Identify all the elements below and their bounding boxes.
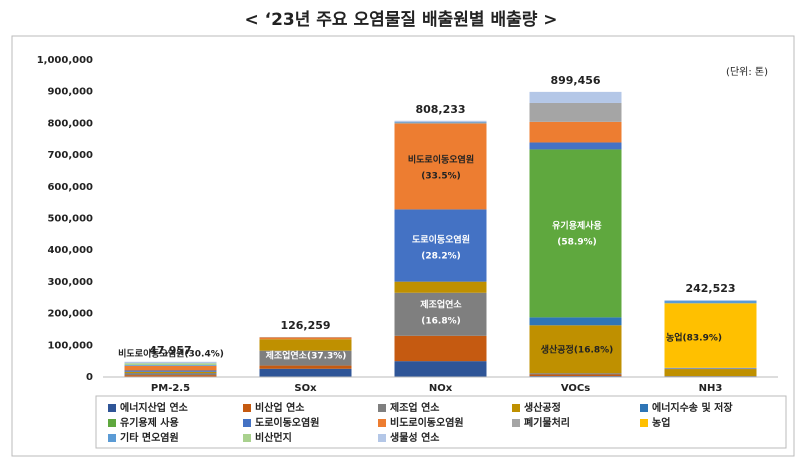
- bar-segment: [395, 361, 487, 377]
- unit-note: (단위: 톤): [726, 65, 768, 78]
- bar-segment: [395, 336, 487, 361]
- y-tick-label: 500,000: [47, 214, 93, 225]
- bar-segment: [260, 366, 352, 369]
- bar-segment: [395, 123, 487, 124]
- y-tick-label: 800,000: [47, 118, 93, 129]
- legend-swatch: [512, 404, 520, 412]
- legend-swatch: [640, 419, 648, 427]
- total-label: 126,259: [280, 319, 330, 332]
- bar-segment: [395, 293, 487, 336]
- annotation: 제조업연소: [420, 299, 462, 311]
- chart-title: < ‘23년 주요 오염물질 배출원별 배출량 >: [244, 9, 557, 30]
- bar-segment: [530, 142, 622, 149]
- legend-swatch: [108, 434, 116, 442]
- legend-swatch: [378, 404, 386, 412]
- annotation: 비도로이동오염원: [408, 154, 474, 166]
- y-tick-label: 900,000: [47, 87, 93, 98]
- y-tick-label: 100,000: [47, 340, 93, 351]
- legend-swatch: [108, 419, 116, 427]
- legend-label: 도로이동오염원: [255, 416, 319, 429]
- legend-label: 기타 면오염원: [120, 431, 179, 444]
- bar-segment: [530, 92, 622, 103]
- y-tick-label: 1,000,000: [37, 55, 93, 66]
- bar-segment: [530, 317, 622, 325]
- x-tick-label: VOCs: [561, 383, 590, 394]
- bar-segment: [395, 122, 487, 123]
- annotation: (33.5%): [421, 172, 460, 182]
- legend-swatch: [640, 404, 648, 412]
- legend-label: 유기용제 사용: [120, 416, 179, 429]
- total-label: 899,456: [550, 74, 600, 87]
- bar-segment: [395, 121, 487, 122]
- annotation: 제조업연소(37.3%): [266, 350, 347, 362]
- legend-swatch: [378, 434, 386, 442]
- legend-label: 제조업 연소: [390, 401, 439, 414]
- annotation: (28.2%): [421, 252, 460, 262]
- legend-swatch: [378, 419, 386, 427]
- bar-segment: [665, 301, 757, 304]
- bar-segment: [125, 363, 217, 365]
- bar-segment: [125, 366, 217, 371]
- bar-segment: [125, 375, 217, 377]
- legend-label: 에너지산업 연소: [120, 401, 188, 414]
- legend-swatch: [512, 419, 520, 427]
- bar-segment: [125, 373, 217, 375]
- x-tick-label: NH3: [699, 383, 723, 394]
- bar-segment: [395, 124, 487, 210]
- legend-label: 생물성 연소: [390, 431, 439, 444]
- bar-segment: [260, 339, 352, 350]
- bar-segment: [665, 368, 757, 369]
- bar-segment: [530, 122, 622, 143]
- bar-segment: [530, 373, 622, 374]
- bar-segment: [125, 365, 217, 366]
- x-tick-label: SOx: [294, 383, 317, 394]
- bar-segment: [665, 369, 757, 376]
- x-tick-label: NOx: [429, 383, 453, 394]
- bar-segment: [125, 362, 217, 363]
- legend-label: 농업: [652, 416, 670, 429]
- y-tick-label: 600,000: [47, 182, 93, 193]
- annotation: 유기용제사용: [552, 220, 602, 232]
- x-tick-label: PM-2.5: [151, 383, 190, 394]
- bar-segment: [665, 300, 757, 301]
- bar-segment: [125, 370, 217, 371]
- legend-label: 비도로이동오염원: [390, 416, 464, 429]
- y-tick-label: 400,000: [47, 245, 93, 256]
- annotation: 농업(83.9%): [666, 332, 722, 344]
- legend-label: 비산먼지: [255, 431, 292, 444]
- y-tick-label: 0: [86, 372, 93, 383]
- legend-swatch: [108, 404, 116, 412]
- legend-label: 비산업 연소: [255, 401, 304, 414]
- total-label: 242,523: [685, 282, 735, 295]
- total-label: 808,233: [415, 103, 465, 116]
- y-tick-label: 700,000: [47, 150, 93, 161]
- annotation: 도로이동오염원: [412, 234, 470, 246]
- bar-segment: [125, 372, 217, 373]
- legend-swatch: [243, 404, 251, 412]
- bar-segment: [395, 209, 487, 281]
- annotation: (16.8%): [421, 317, 460, 327]
- bar-segment: [530, 103, 622, 122]
- y-tick-label: 300,000: [47, 277, 93, 288]
- bar-segment: [260, 369, 352, 377]
- bar-segment: [260, 337, 352, 339]
- legend-swatch: [243, 419, 251, 427]
- bar-segment: [530, 374, 622, 376]
- annotation: 생산공정(16.8%): [541, 344, 614, 356]
- legend-swatch: [243, 434, 251, 442]
- annotation: 비도로이동오염원(30.4%): [118, 348, 224, 360]
- legend-label: 폐기물처리: [524, 416, 570, 429]
- legend-label: 생산공정: [524, 401, 561, 414]
- y-tick-label: 200,000: [47, 309, 93, 320]
- bar-segment: [395, 282, 487, 293]
- legend-label: 에너지수송 및 저장: [652, 401, 733, 414]
- annotation: (58.9%): [557, 238, 596, 248]
- bar-segment: [530, 149, 622, 317]
